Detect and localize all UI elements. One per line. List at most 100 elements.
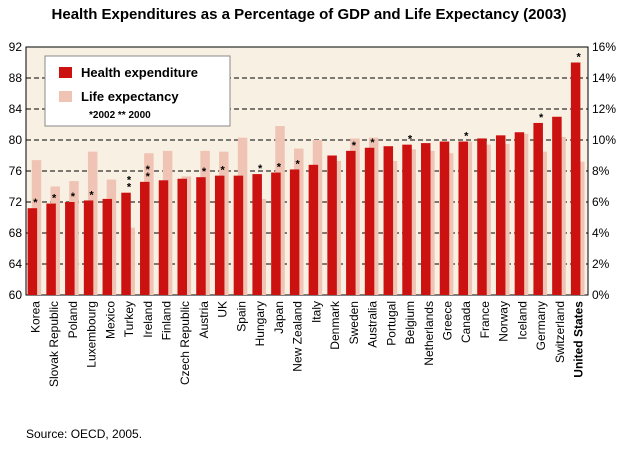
y-left-tick-label: 64 bbox=[9, 257, 23, 271]
bar-health-expenditure bbox=[233, 175, 244, 295]
legend-label-life: Life expectancy bbox=[81, 89, 179, 104]
y-left-tick-label: 68 bbox=[9, 226, 23, 240]
bar-health-expenditure bbox=[158, 180, 169, 295]
star-marker: * bbox=[71, 191, 76, 203]
category-label: Australia bbox=[366, 301, 380, 348]
category-label: Norway bbox=[497, 301, 511, 342]
bar-health-expenditure bbox=[214, 175, 225, 295]
star-marker: * bbox=[127, 175, 132, 187]
bar-health-expenditure bbox=[570, 62, 581, 295]
bar-health-expenditure bbox=[346, 150, 356, 295]
star-marker: * bbox=[258, 163, 263, 175]
y-right-tick-label: 2% bbox=[592, 257, 610, 271]
category-label: UK bbox=[216, 301, 230, 318]
star-marker: * bbox=[295, 158, 300, 170]
y-left-tick-label: 84 bbox=[9, 102, 23, 116]
category-label: Poland bbox=[66, 301, 80, 338]
y-right-tick-label: 8% bbox=[592, 164, 610, 178]
legend-swatch-life bbox=[59, 91, 72, 102]
y-right-tick-label: 14% bbox=[592, 71, 616, 85]
category-label: Ireland bbox=[141, 301, 155, 338]
star-marker: * bbox=[464, 131, 469, 143]
legend-note: *2002 ** 2000 bbox=[89, 110, 151, 121]
legend-label-health: Health expenditure bbox=[81, 65, 198, 80]
category-label: Turkey bbox=[122, 301, 136, 337]
star-marker: * bbox=[89, 189, 94, 201]
star-marker: * bbox=[202, 166, 207, 178]
bar-health-expenditure bbox=[458, 141, 468, 295]
category-label: Canada bbox=[459, 301, 473, 343]
y-left-tick-label: 60 bbox=[9, 288, 23, 302]
bar-health-expenditure bbox=[327, 155, 337, 295]
bar-health-expenditure bbox=[289, 169, 300, 295]
legend-box bbox=[44, 55, 231, 127]
category-label: Japan bbox=[272, 301, 286, 334]
bar-health-expenditure bbox=[140, 181, 150, 295]
star-marker: * bbox=[352, 140, 357, 152]
bar-health-expenditure bbox=[533, 122, 543, 295]
bar-health-expenditure bbox=[177, 178, 187, 295]
bar-health-expenditure bbox=[271, 172, 281, 295]
legend: Health expenditure Life expectancy *2002 *… bbox=[44, 55, 231, 127]
bar-health-expenditure bbox=[439, 141, 450, 295]
category-label: United States bbox=[572, 301, 586, 378]
bar-health-expenditure bbox=[121, 192, 131, 295]
bar-health-expenditure bbox=[27, 208, 38, 295]
bar-health-expenditure bbox=[495, 135, 506, 295]
bar-health-expenditure bbox=[308, 164, 319, 295]
source-note: Source: OECD, 2005. bbox=[26, 427, 143, 441]
star-marker: * bbox=[127, 182, 132, 194]
bar-health-expenditure bbox=[552, 116, 562, 295]
category-label: Mexico bbox=[103, 301, 117, 339]
y-right-tick-label: 10% bbox=[592, 133, 616, 147]
chart: 60 64 68 72 76 80 84 88 92 0% 2% 4% 6% 8% 10% 12% 14% 16%… bbox=[9, 40, 617, 387]
category-label: Korea bbox=[28, 301, 42, 333]
category-label: Denmark bbox=[328, 300, 342, 350]
category-label: Germany bbox=[534, 301, 548, 350]
category-label: Iceland bbox=[515, 301, 529, 340]
y-right-tick-label: 4% bbox=[592, 226, 610, 240]
category-label: Greece bbox=[441, 301, 455, 341]
star-marker: * bbox=[146, 171, 151, 183]
bar-health-expenditure bbox=[46, 203, 56, 295]
category-label: Switzerland bbox=[553, 301, 567, 363]
category-label: France bbox=[478, 301, 492, 339]
star-marker: * bbox=[277, 162, 282, 174]
bar-health-expenditure bbox=[252, 174, 262, 295]
bar-health-expenditure bbox=[477, 138, 487, 295]
star-marker: * bbox=[52, 193, 57, 205]
star-marker: * bbox=[33, 197, 38, 209]
category-label: Hungary bbox=[253, 301, 267, 346]
y-left-tick-label: 76 bbox=[9, 164, 23, 178]
bar-health-expenditure bbox=[402, 144, 412, 295]
chart-title: Health Expenditures as a Percentage of G… bbox=[51, 6, 567, 23]
legend-swatch-health bbox=[59, 67, 72, 78]
star-marker: * bbox=[146, 164, 151, 176]
category-label: Netherlands bbox=[422, 301, 436, 366]
category-label: Italy bbox=[309, 301, 323, 323]
category-label: New Zealand bbox=[291, 301, 305, 372]
star-marker: * bbox=[408, 134, 413, 146]
y-right-tick-label: 0% bbox=[592, 288, 610, 302]
bar-health-expenditure bbox=[65, 202, 75, 295]
category-label: Czech Republic bbox=[178, 301, 192, 385]
star-marker: * bbox=[370, 137, 375, 149]
y-right-tick-label: 16% bbox=[592, 40, 616, 54]
category-label: Slovak Republic bbox=[47, 301, 61, 387]
category-label: Sweden bbox=[347, 301, 361, 344]
category-label: Spain bbox=[234, 301, 248, 332]
y-left-tick-label: 92 bbox=[9, 40, 23, 54]
y-right-tick-label: 12% bbox=[592, 102, 616, 116]
bar-health-expenditure bbox=[364, 147, 375, 295]
star-marker: * bbox=[576, 52, 581, 64]
y-left-tick-label: 88 bbox=[9, 71, 23, 85]
y-left-tick-label: 72 bbox=[9, 195, 23, 209]
bar-health-expenditure bbox=[83, 200, 94, 295]
category-label: Austria bbox=[197, 301, 211, 339]
bar-health-expenditure bbox=[196, 177, 206, 295]
category-label: Portugal bbox=[384, 301, 398, 346]
y-left-tick-label: 80 bbox=[9, 133, 23, 147]
y-right-tick-label: 6% bbox=[592, 195, 610, 209]
bar-health-expenditure bbox=[514, 132, 525, 295]
category-label: Luxembourg bbox=[85, 301, 99, 368]
